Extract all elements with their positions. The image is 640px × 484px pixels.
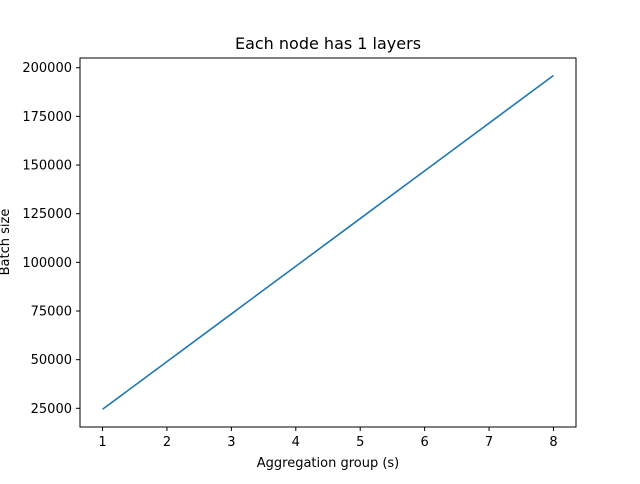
y-axis-label: Batch size <box>0 209 13 276</box>
x-tick-label: 6 <box>420 435 428 450</box>
y-tick-label: 75000 <box>31 305 72 320</box>
x-tick-label: 1 <box>98 435 106 450</box>
y-tick-label: 200000 <box>22 61 72 76</box>
y-axis-ticks: 25000 50000 75000 100000 125000 150000 175000 2… <box>22 61 80 417</box>
x-tick-label: 4 <box>292 435 300 450</box>
chart-title: Each node has 1 layers <box>235 34 421 53</box>
plot-frame <box>79 57 577 428</box>
y-tick-label: 100000 <box>22 256 72 271</box>
x-tick-label: 7 <box>485 435 493 450</box>
y-tick-label: 25000 <box>31 402 72 417</box>
plot-area <box>102 74 554 410</box>
x-axis-label: Aggregation group (s) <box>257 456 400 471</box>
x-tick-label: 5 <box>356 435 364 450</box>
x-axis-ticks: 1 2 3 4 5 6 7 8 <box>98 427 558 450</box>
y-tick-label: 175000 <box>22 110 72 125</box>
series-line-0 <box>102 74 554 410</box>
y-tick-label: 50000 <box>31 353 72 368</box>
x-tick-label: 8 <box>549 435 557 450</box>
y-tick-label: 125000 <box>22 207 72 222</box>
y-tick-label: 150000 <box>22 159 72 174</box>
x-tick-label: 2 <box>163 435 171 450</box>
x-tick-label: 3 <box>227 435 235 450</box>
